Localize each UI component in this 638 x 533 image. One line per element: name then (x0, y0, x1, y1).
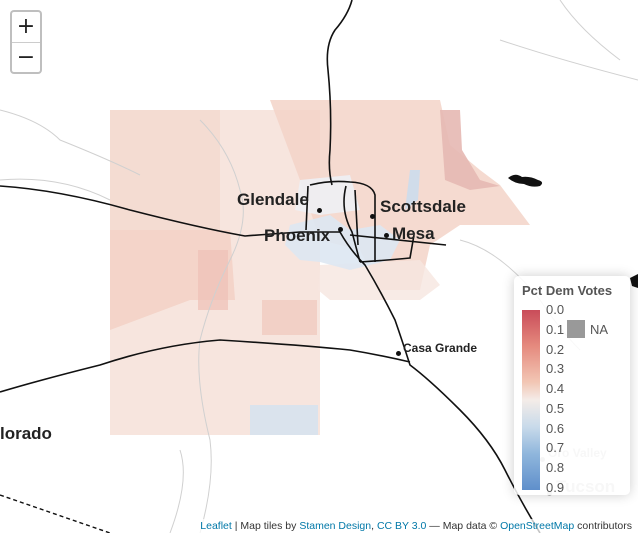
city-marker (384, 233, 389, 238)
legend-tick-label: 0.6 (546, 420, 565, 436)
choropleth-layer (110, 100, 530, 435)
legend-tick-label: 0.0 (546, 302, 565, 317)
legend-tick (540, 408, 545, 410)
legend-tick-label: 0.7 (546, 440, 565, 456)
zoom-control: + − (10, 10, 42, 74)
legend: Pct Dem Votes 0.0 0.1 0.2 0.3 0.4 0.5 0.6 0.7 0.… (514, 276, 630, 495)
legend-tick (540, 369, 545, 371)
zoom-in-button[interactable]: + (16, 14, 36, 39)
legend-tick (540, 468, 545, 470)
map-attribution: Leaflet | Map tiles by Stamen Design, CC… (196, 519, 636, 533)
water-bodies (508, 174, 638, 288)
legend-tick-label: 0.1 (546, 321, 565, 337)
license-link[interactable]: CC BY 3.0 (376, 520, 427, 532)
legend-tick (540, 329, 545, 331)
city-marker (317, 208, 322, 213)
region-label-colorado: lorado (0, 424, 52, 443)
city-marker (396, 351, 401, 356)
city-marker (338, 227, 343, 232)
osm-link[interactable]: OpenStreetMap (500, 520, 575, 532)
legend-na-label: NA (590, 322, 609, 337)
city-label-glendale: Glendale (237, 190, 309, 209)
attribution-text: — Map data © (426, 520, 501, 532)
legend-na-swatch (567, 320, 585, 338)
legend-tick (540, 428, 545, 430)
legend-tick (540, 488, 545, 489)
city-label-scottsdale: Scottsdale (380, 197, 466, 216)
legend-tick-label: 0.5 (546, 400, 565, 416)
legend-tick-label: 0.4 (546, 381, 565, 397)
legend-tick-label: 0.9 (546, 480, 565, 495)
zoom-out-button[interactable]: − (12, 42, 40, 72)
legend-color-bar (522, 310, 540, 490)
leaflet-link[interactable]: Leaflet (200, 520, 232, 532)
legend-title: Pct Dem Votes (522, 283, 613, 298)
legend-tick (540, 389, 545, 391)
highway-network (0, 0, 541, 533)
attribution-text: , (371, 520, 377, 532)
city-label-casa-grande: Casa Grande (403, 341, 478, 355)
legend-tick (540, 349, 545, 351)
stamen-link[interactable]: Stamen Design (299, 520, 372, 532)
state-border-dashed (0, 494, 111, 533)
legend-tick (540, 310, 545, 311)
city-marker (370, 214, 375, 219)
attribution-text: contributors (574, 520, 632, 532)
attribution-text: | Map tiles by (231, 520, 300, 532)
legend-tick-label: 0.8 (546, 460, 565, 476)
legend-tick-label: 0.3 (546, 361, 565, 377)
legend-tick-label: 0.2 (546, 341, 565, 357)
city-label-mesa: Mesa (392, 224, 435, 243)
legend-tick (540, 448, 545, 450)
city-label-phoenix: Phoenix (264, 226, 331, 245)
